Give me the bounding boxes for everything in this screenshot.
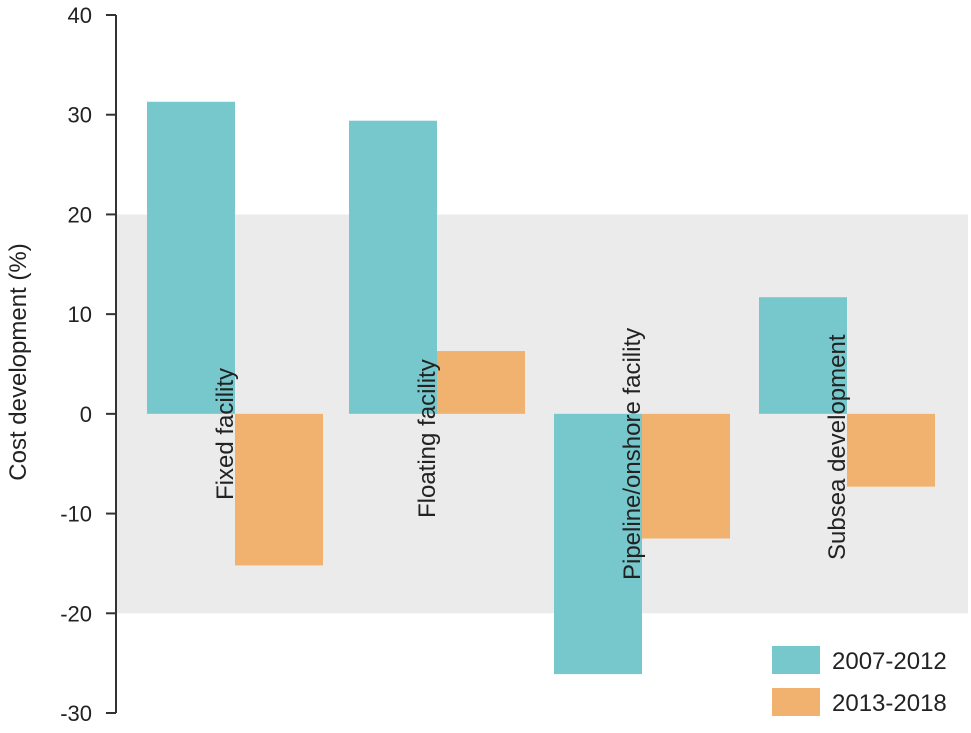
bar-1-2 <box>349 120 437 414</box>
y-tick-label: -30 <box>60 701 92 726</box>
bar-1-3 <box>554 413 642 675</box>
y-tick-label: -20 <box>60 601 92 626</box>
category-label: Subsea development <box>824 334 851 560</box>
y-tick-label: 20 <box>68 202 92 227</box>
legend-swatch-1 <box>772 646 820 674</box>
bar-1-1 <box>147 101 235 414</box>
bar-2-2 <box>437 351 525 414</box>
bar-2-4 <box>847 413 935 487</box>
y-tick-label: 0 <box>80 402 92 427</box>
y-tick-label: 10 <box>68 302 92 327</box>
y-tick-label: -10 <box>60 502 92 527</box>
category-label: Pipeline/onshore facility <box>619 328 646 580</box>
legend-swatch-2 <box>772 688 820 716</box>
category-label: Floating facility <box>414 359 441 518</box>
legend-label-1: 2007-2012 <box>832 648 947 675</box>
category-label: Fixed facility <box>212 368 239 500</box>
y-tick-label: 30 <box>68 103 92 128</box>
y-axis-title: Cost development (%) <box>5 243 32 480</box>
bar-2-1 <box>235 413 323 566</box>
bar-2-3 <box>642 413 730 539</box>
bar-1-4 <box>759 297 847 414</box>
legend-label-2: 2013-2018 <box>832 690 947 717</box>
y-tick-label: 40 <box>68 3 92 28</box>
